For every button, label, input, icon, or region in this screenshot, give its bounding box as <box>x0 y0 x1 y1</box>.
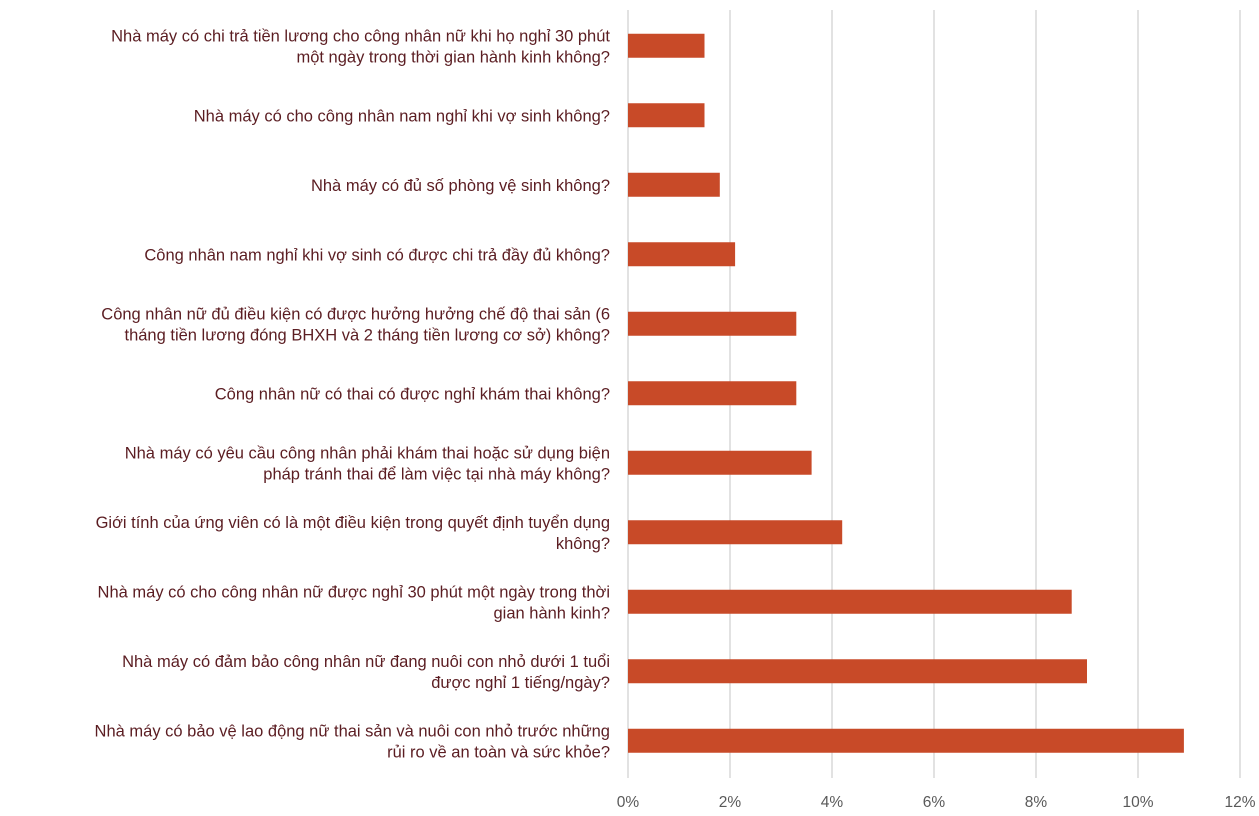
bar <box>628 103 705 128</box>
bar <box>628 311 797 336</box>
bar <box>628 172 720 197</box>
category-label: Nhà máy có bảo vệ lao động nữ thai sản v… <box>95 722 610 761</box>
category-label: Công nhân nam nghỉ khi vợ sinh có được c… <box>144 246 610 264</box>
category-labels: Nhà máy có chi trả tiền lương cho công n… <box>95 27 611 761</box>
category-label-line: Nhà máy có đảm bảo công nhân nữ đang nuô… <box>122 653 610 671</box>
x-tick-label: 0% <box>617 794 640 811</box>
category-label-line: không? <box>556 535 610 553</box>
bar <box>628 33 705 58</box>
category-label: Công nhân nữ có thai có được nghỉ khám t… <box>215 385 610 403</box>
category-label-line: pháp tránh thai để làm việc tại nhà máy … <box>263 465 610 483</box>
category-label-line: Công nhân nữ đủ điều kiện có được hưởng … <box>101 305 610 323</box>
x-tick-label: 12% <box>1224 794 1255 811</box>
category-label: Nhà máy có cho công nhân nữ được nghỉ 30… <box>98 583 610 622</box>
category-label: Nhà máy có cho công nhân nam nghỉ khi vợ… <box>194 107 610 125</box>
category-label-line: Nhà máy có cho công nhân nữ được nghỉ 30… <box>98 583 610 601</box>
category-label-line: gian hành kinh? <box>493 604 610 622</box>
category-label-line: Giới tính của ứng viên có là một điều ki… <box>96 514 610 532</box>
category-label: Nhà máy có chi trả tiền lương cho công n… <box>111 27 610 66</box>
x-tick-label: 2% <box>719 794 742 811</box>
category-label-line: Nhà máy có cho công nhân nam nghỉ khi vợ… <box>194 107 610 125</box>
category-label-line: Nhà máy có chi trả tiền lương cho công n… <box>111 27 610 45</box>
gridlines <box>627 10 1241 778</box>
category-label: Nhà máy có đủ số phòng vệ sinh không? <box>311 177 610 195</box>
category-label: Nhà máy có đảm bảo công nhân nữ đang nuô… <box>122 653 610 692</box>
bar <box>628 728 1184 753</box>
category-label-line: Công nhân nam nghỉ khi vợ sinh có được c… <box>144 246 610 264</box>
category-label-line: Nhà máy có đủ số phòng vệ sinh không? <box>311 177 610 195</box>
x-tick-labels: 0% 2% 4% 6% 8% 10% 12% <box>617 794 1256 811</box>
category-label: Nhà máy có yêu cầu công nhân phải khám t… <box>125 444 610 483</box>
bar <box>628 242 736 267</box>
category-label-line: được nghỉ 1 tiếng/ngày? <box>431 674 610 692</box>
category-label-line: Nhà máy có bảo vệ lao động nữ thai sản v… <box>95 722 610 740</box>
category-label-line: Công nhân nữ có thai có được nghỉ khám t… <box>215 385 610 403</box>
bar <box>628 381 797 406</box>
category-label-line: một ngày trong thời gian hành kinh không… <box>296 48 610 66</box>
category-label: Công nhân nữ đủ điều kiện có được hưởng … <box>101 305 610 344</box>
x-tick-label: 6% <box>923 794 946 811</box>
bars <box>628 33 1184 753</box>
x-tick-label: 10% <box>1122 794 1153 811</box>
x-tick-label: 8% <box>1025 794 1048 811</box>
category-label-line: Nhà máy có yêu cầu công nhân phải khám t… <box>125 444 610 462</box>
bar <box>628 520 843 545</box>
bar <box>628 659 1087 684</box>
x-tick-label: 4% <box>821 794 844 811</box>
category-label-line: rủi ro về an toàn và sức khỏe? <box>387 743 610 761</box>
category-label: Giới tính của ứng viên có là một điều ki… <box>96 514 610 553</box>
bar <box>628 450 812 475</box>
bar <box>628 589 1072 614</box>
category-label-line: tháng tiền lương đóng BHXH và 2 tháng ti… <box>125 326 611 344</box>
